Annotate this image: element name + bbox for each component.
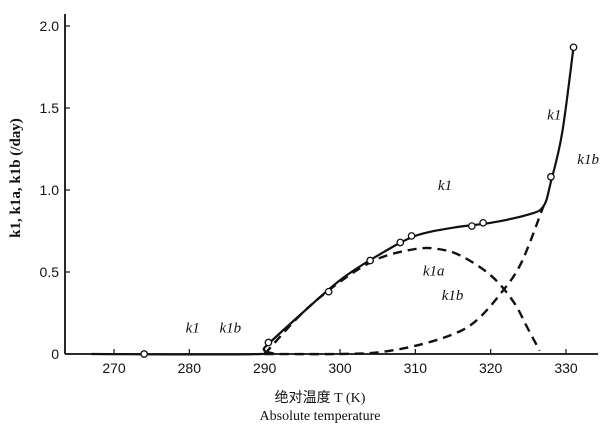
data-point xyxy=(569,43,578,52)
data-point xyxy=(366,256,374,265)
curve-label-k1b: k1b xyxy=(219,321,241,337)
axes: 270 280 290 300 310 320 330 0 0.5 1.0 1.5 2.0 xyxy=(40,14,598,376)
x-tick-label: 290 xyxy=(253,360,277,376)
curves xyxy=(91,47,575,356)
x-tick-label: 330 xyxy=(554,360,578,376)
data-point xyxy=(547,173,555,181)
y-tick-label: 0 xyxy=(51,346,59,362)
x-tick-label: 310 xyxy=(404,360,428,376)
data-point xyxy=(140,350,148,358)
x-tick-label: 320 xyxy=(479,360,503,376)
curve-label-k1a: k1a xyxy=(423,263,445,279)
x-tick-label: 270 xyxy=(102,360,126,376)
data-point xyxy=(396,238,405,247)
series-line-k1a xyxy=(263,246,541,355)
series-line-k1 xyxy=(91,47,575,356)
x-axis-title-en: Absolute temperature xyxy=(260,409,381,424)
curve-label-k1: k1 xyxy=(438,178,452,194)
y-axis-title: k1, k1a, k1b (/day) xyxy=(8,118,24,238)
observed-points xyxy=(140,43,578,358)
data-point xyxy=(407,232,416,240)
y-tick-label: 1.5 xyxy=(40,100,60,116)
curve-labels: k1 k1b k1 k1a k1b k1 k1b xyxy=(186,107,600,336)
data-point xyxy=(264,338,273,347)
curve-label-k1: k1 xyxy=(186,321,200,337)
y-tick-label: 1.0 xyxy=(40,182,60,198)
curve-label-k1b: k1b xyxy=(442,288,464,304)
y-tick-label: 0.5 xyxy=(40,264,60,280)
y-tick-label: 2.0 xyxy=(40,18,60,34)
series-line-k1b xyxy=(264,205,545,356)
data-point xyxy=(324,287,333,296)
x-tick-label: 280 xyxy=(178,360,202,376)
curve-label-k1: k1 xyxy=(547,107,561,123)
data-point xyxy=(467,222,476,230)
data-point xyxy=(479,218,487,227)
curve-label-k1b: k1b xyxy=(577,152,599,168)
x-tick-label: 300 xyxy=(328,360,352,376)
x-axis-title-cn: 绝对温度 T (K) xyxy=(275,390,366,406)
